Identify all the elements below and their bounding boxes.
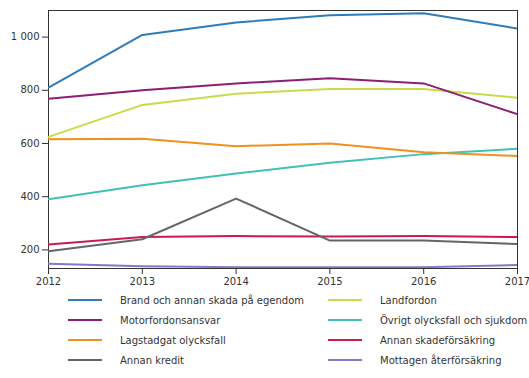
html-text:Landfordon: Landfordon <box>380 294 437 306</box>
html-text:Annan skadeförsäkring: Annan skadeförsäkring <box>380 334 496 346</box>
svg-text:2015: 2015 <box>317 276 342 287</box>
html-text:Övrigt olycksfall och sjukdom: Övrigt olycksfall och sjukdom <box>380 314 528 326</box>
svg-text:200: 200 <box>20 244 39 255</box>
svg-text:2014: 2014 <box>223 276 248 287</box>
svg-text:2013: 2013 <box>130 276 155 287</box>
html-text:Brand och annan skada på egend: Brand och annan skada på egendom <box>120 294 304 306</box>
html-text:Motorfordonsansvar: Motorfordonsansvar <box>120 314 221 326</box>
svg-text:2017: 2017 <box>505 276 529 287</box>
html-text:Mottagen återförsäkring: Mottagen återförsäkring <box>380 354 502 366</box>
svg-text:400: 400 <box>20 191 39 202</box>
svg-text:1 000: 1 000 <box>11 31 40 42</box>
svg-text:600: 600 <box>20 138 39 149</box>
svg-text:800: 800 <box>20 84 39 95</box>
svg-text:2016: 2016 <box>411 276 436 287</box>
svg-text:2012: 2012 <box>36 276 61 287</box>
html-text:Lagstadgat olycksfall: Lagstadgat olycksfall <box>120 334 226 346</box>
html-text:Annan kredit: Annan kredit <box>120 354 184 366</box>
